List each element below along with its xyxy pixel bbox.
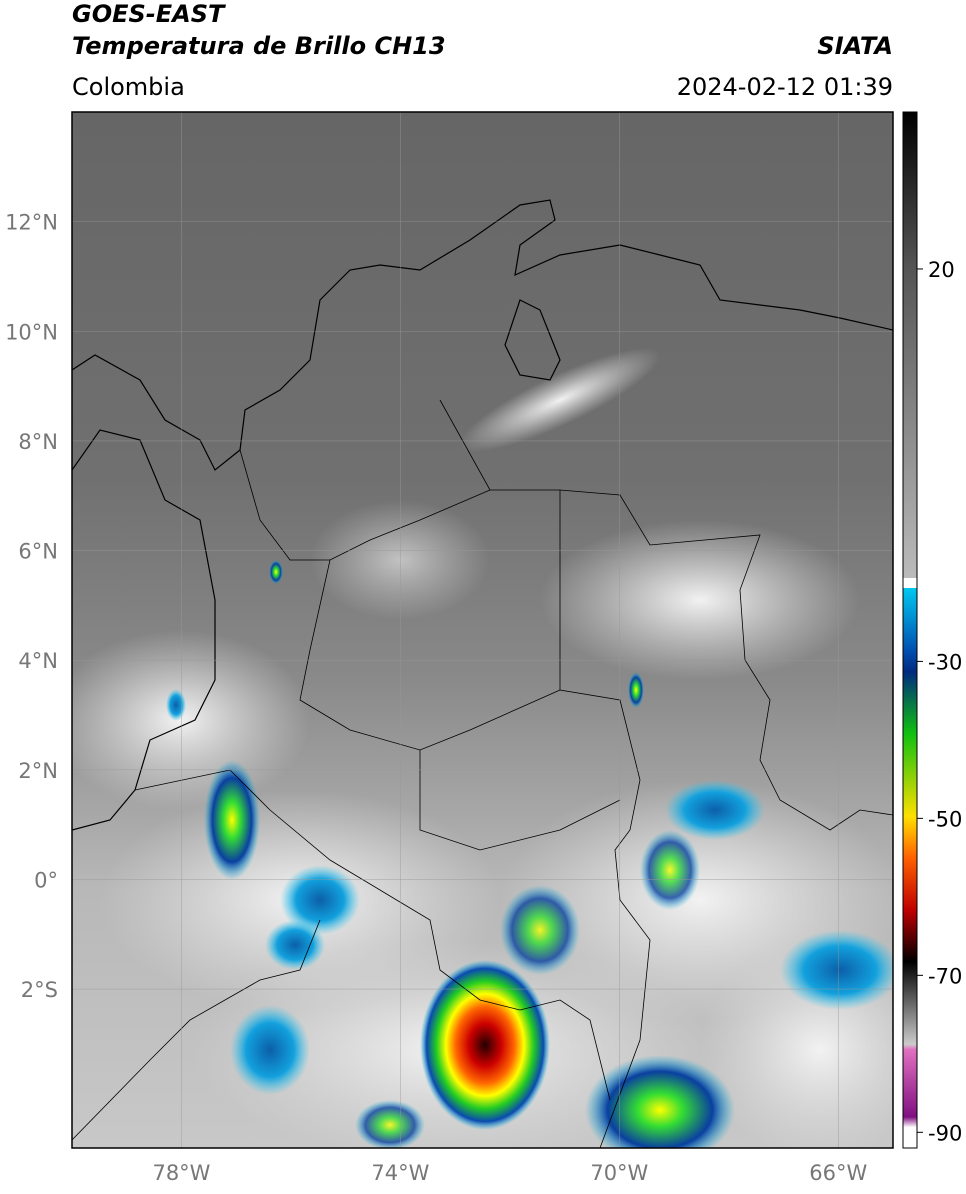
colorbar-tick-label: -50 — [928, 807, 962, 831]
colorbar-tick-label: -70 — [928, 964, 962, 988]
colorbar-tick-label: -90 — [928, 1121, 962, 1145]
colorbar — [902, 111, 918, 1149]
clouds — [72, 348, 893, 1148]
lat-tick-label: 6°N — [18, 540, 58, 564]
map-frame — [71, 111, 894, 1149]
colorbar-tick-label: 20 — [928, 258, 955, 282]
colorbar-tick-label: -30 — [928, 650, 962, 674]
lat-tick-label: 4°N — [18, 649, 58, 673]
timestamp: 2024-02-12 01:39 — [677, 73, 893, 101]
borders — [72, 399, 893, 1148]
convection — [166, 560, 893, 1148]
lon-tick-label: 78°W — [152, 1161, 210, 1185]
lon-tick-label: 66°W — [809, 1161, 867, 1185]
lat-tick-label: 10°N — [5, 320, 58, 344]
graticule — [72, 112, 893, 1148]
lat-tick-label: 12°N — [5, 211, 58, 235]
lon-tick-label: 70°W — [590, 1161, 648, 1185]
agency: SIATA — [817, 32, 893, 60]
lat-tick-label: 0° — [34, 868, 58, 892]
lon-tick-label: 74°W — [371, 1161, 429, 1185]
lat-tick-label: 2°S — [21, 978, 58, 1002]
title-line2: Temperatura de Brillo CH13 — [72, 32, 446, 60]
title-line1: GOES-EAST — [72, 0, 226, 28]
coastlines — [72, 199, 893, 831]
satellite-image — [72, 112, 893, 1148]
lat-tick-label: 2°N — [18, 759, 58, 783]
axes: 12°N 10°N 8°N 6°N 4°N 2°N 0° 2°S 78°W 74°W 70°W 66°… — [5, 211, 962, 1185]
region: Colombia — [72, 73, 185, 101]
lat-tick-label: 8°N — [18, 430, 58, 454]
